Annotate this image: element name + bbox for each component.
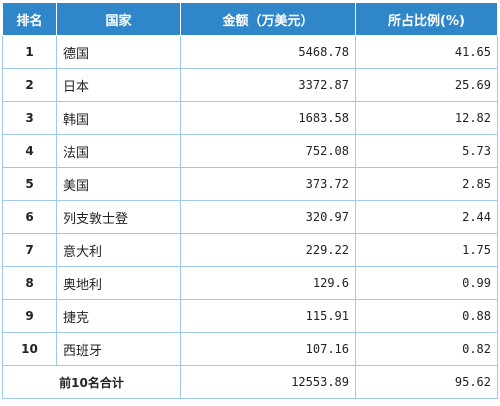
- table-row: 3 韩国 1683.58 12.82: [2, 101, 498, 135]
- rank-cell: 10: [2, 332, 57, 366]
- column-header-share: 所占比例(%): [355, 2, 498, 36]
- amount-cell: 3372.87: [180, 68, 356, 102]
- table-header-row: 排名 国家 金额（万美元） 所占比例(%): [2, 2, 498, 36]
- rank-cell: 4: [2, 134, 57, 168]
- ranking-table-container: 排名 国家 金额（万美元） 所占比例(%) 1 德国 5468.78 41.65…: [2, 2, 498, 399]
- country-cell: 韩国: [56, 101, 181, 135]
- share-cell: 1.75: [355, 233, 498, 267]
- amount-cell: 1683.58: [180, 101, 356, 135]
- rank-cell: 9: [2, 299, 57, 333]
- table-row: 9 捷克 115.91 0.88: [2, 299, 498, 333]
- amount-cell: 107.16: [180, 332, 356, 366]
- amount-cell: 115.91: [180, 299, 356, 333]
- amount-cell: 129.6: [180, 266, 356, 300]
- rank-cell: 1: [2, 35, 57, 69]
- column-header-amount: 金额（万美元）: [180, 2, 356, 36]
- rank-cell: 3: [2, 101, 57, 135]
- share-cell: 25.69: [355, 68, 498, 102]
- total-amount-cell: 12553.89: [180, 365, 356, 399]
- table-row: 4 法国 752.08 5.73: [2, 134, 498, 168]
- amount-cell: 229.22: [180, 233, 356, 267]
- table-row: 10 西班牙 107.16 0.82: [2, 332, 498, 366]
- column-header-rank: 排名: [2, 2, 57, 36]
- ranking-table: 排名 国家 金额（万美元） 所占比例(%) 1 德国 5468.78 41.65…: [2, 2, 498, 399]
- country-cell: 捷克: [56, 299, 181, 333]
- country-cell: 法国: [56, 134, 181, 168]
- country-cell: 日本: [56, 68, 181, 102]
- share-cell: 2.44: [355, 200, 498, 234]
- share-cell: 0.88: [355, 299, 498, 333]
- rank-cell: 2: [2, 68, 57, 102]
- table-row: 5 美国 373.72 2.85: [2, 167, 498, 201]
- country-cell: 德国: [56, 35, 181, 69]
- share-cell: 5.73: [355, 134, 498, 168]
- amount-cell: 5468.78: [180, 35, 356, 69]
- table-row: 8 奥地利 129.6 0.99: [2, 266, 498, 300]
- share-cell: 0.82: [355, 332, 498, 366]
- table-row: 2 日本 3372.87 25.69: [2, 68, 498, 102]
- amount-cell: 752.08: [180, 134, 356, 168]
- share-cell: 12.82: [355, 101, 498, 135]
- table-row: 6 列支敦士登 320.97 2.44: [2, 200, 498, 234]
- country-cell: 奥地利: [56, 266, 181, 300]
- country-cell: 美国: [56, 167, 181, 201]
- column-header-country: 国家: [56, 2, 181, 36]
- country-cell: 西班牙: [56, 332, 181, 366]
- country-cell: 意大利: [56, 233, 181, 267]
- share-cell: 2.85: [355, 167, 498, 201]
- rank-cell: 5: [2, 167, 57, 201]
- table-row: 7 意大利 229.22 1.75: [2, 233, 498, 267]
- amount-cell: 373.72: [180, 167, 356, 201]
- table-row: 1 德国 5468.78 41.65: [2, 35, 498, 69]
- rank-cell: 7: [2, 233, 57, 267]
- share-cell: 41.65: [355, 35, 498, 69]
- total-label: 前10名合计: [2, 365, 181, 399]
- country-cell: 列支敦士登: [56, 200, 181, 234]
- total-row: 前10名合计 12553.89 95.62: [2, 365, 498, 399]
- amount-cell: 320.97: [180, 200, 356, 234]
- rank-cell: 6: [2, 200, 57, 234]
- share-cell: 0.99: [355, 266, 498, 300]
- rank-cell: 8: [2, 266, 57, 300]
- total-share-cell: 95.62: [355, 365, 498, 399]
